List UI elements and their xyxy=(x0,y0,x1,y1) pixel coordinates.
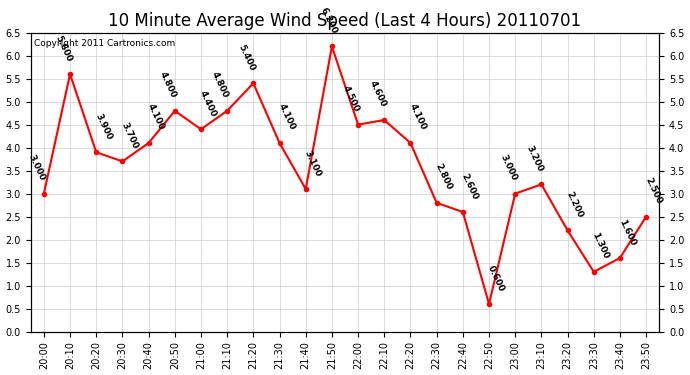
Text: 5.400: 5.400 xyxy=(237,43,257,72)
Text: 5.600: 5.600 xyxy=(53,34,73,63)
Title: 10 Minute Average Wind Speed (Last 4 Hours) 20110701: 10 Minute Average Wind Speed (Last 4 Hou… xyxy=(108,12,582,30)
Text: 4.500: 4.500 xyxy=(341,84,361,114)
Text: 1.300: 1.300 xyxy=(591,231,611,261)
Text: 2.800: 2.800 xyxy=(433,162,453,192)
Text: 2.500: 2.500 xyxy=(643,176,663,206)
Text: 4.800: 4.800 xyxy=(158,70,178,100)
Text: 3.100: 3.100 xyxy=(303,148,323,178)
Text: Copyright 2011 Cartronics.com: Copyright 2011 Cartronics.com xyxy=(34,39,175,48)
Text: 4.600: 4.600 xyxy=(367,80,387,109)
Text: 4.100: 4.100 xyxy=(277,102,297,132)
Text: 3.000: 3.000 xyxy=(27,153,47,183)
Text: 3.700: 3.700 xyxy=(119,121,139,150)
Text: 3.200: 3.200 xyxy=(524,144,544,173)
Text: 4.400: 4.400 xyxy=(198,88,218,118)
Text: 4.100: 4.100 xyxy=(146,102,166,132)
Text: 4.800: 4.800 xyxy=(210,70,230,100)
Text: 3.900: 3.900 xyxy=(93,112,113,141)
Text: 1.600: 1.600 xyxy=(617,217,637,247)
Text: 4.100: 4.100 xyxy=(407,102,428,132)
Text: 2.200: 2.200 xyxy=(564,190,584,219)
Text: 6.200: 6.200 xyxy=(319,6,339,35)
Text: 0.600: 0.600 xyxy=(486,264,506,293)
Text: 2.600: 2.600 xyxy=(460,172,480,201)
Text: 3.000: 3.000 xyxy=(498,153,518,183)
